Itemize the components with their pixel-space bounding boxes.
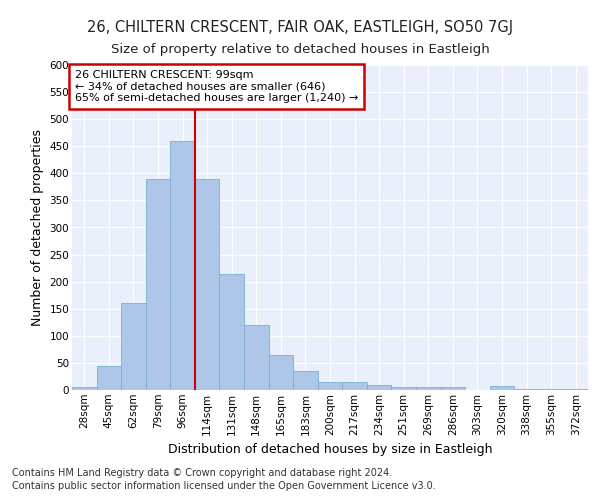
Text: 26, CHILTERN CRESCENT, FAIR OAK, EASTLEIGH, SO50 7GJ: 26, CHILTERN CRESCENT, FAIR OAK, EASTLEI…: [87, 20, 513, 35]
Bar: [97, 366, 121, 390]
Text: Contains public sector information licensed under the Open Government Licence v3: Contains public sector information licen…: [12, 481, 436, 491]
Bar: [121, 304, 146, 390]
Bar: [514, 389, 539, 390]
Text: Contains HM Land Registry data © Crown copyright and database right 2024.: Contains HM Land Registry data © Crown c…: [12, 468, 392, 477]
Bar: [367, 384, 391, 390]
Bar: [220, 274, 244, 390]
Bar: [170, 141, 195, 390]
Bar: [342, 382, 367, 390]
Bar: [416, 388, 440, 390]
Bar: [195, 179, 220, 390]
Bar: [391, 388, 416, 390]
Bar: [269, 355, 293, 390]
Bar: [318, 382, 342, 390]
Bar: [72, 388, 97, 390]
Bar: [244, 325, 269, 390]
Y-axis label: Number of detached properties: Number of detached properties: [31, 129, 44, 326]
Bar: [293, 371, 318, 390]
X-axis label: Distribution of detached houses by size in Eastleigh: Distribution of detached houses by size …: [168, 443, 492, 456]
Text: Size of property relative to detached houses in Eastleigh: Size of property relative to detached ho…: [110, 42, 490, 56]
Bar: [490, 386, 514, 390]
Text: 26 CHILTERN CRESCENT: 99sqm
← 34% of detached houses are smaller (646)
65% of se: 26 CHILTERN CRESCENT: 99sqm ← 34% of det…: [74, 70, 358, 103]
Bar: [146, 179, 170, 390]
Bar: [440, 388, 465, 390]
